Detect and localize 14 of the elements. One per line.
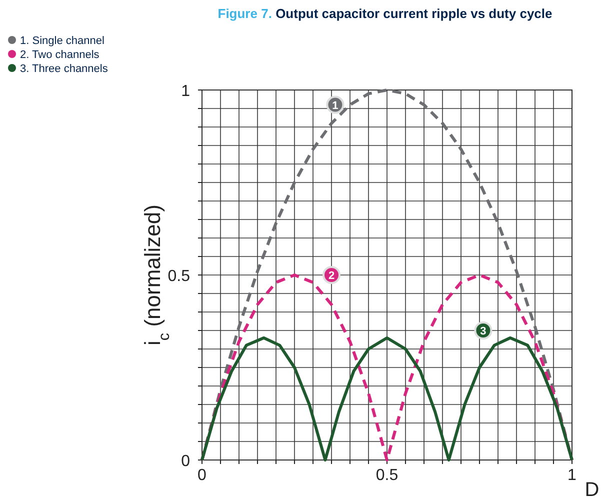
x-tick-label: 1	[568, 467, 577, 484]
annotation: 2	[328, 270, 335, 282]
legend-label: 1. Single channel	[20, 35, 104, 47]
annotation: 3	[480, 326, 486, 338]
annotation: 1	[332, 100, 338, 112]
chart-title: Figure 7. Output capacitor current ripple vs duty cycle	[218, 6, 552, 21]
y-tick-label: 0	[181, 453, 190, 470]
x-axis-title: D	[584, 479, 600, 501]
y-tick-label: 0.5	[168, 268, 190, 285]
y-tick-label: 1	[181, 83, 190, 100]
legend-label: 3. Three channels	[20, 63, 108, 75]
legend-label: 2. Two channels	[20, 49, 100, 61]
x-tick-label: 0.5	[376, 467, 398, 484]
x-tick-label: 0	[198, 467, 207, 484]
